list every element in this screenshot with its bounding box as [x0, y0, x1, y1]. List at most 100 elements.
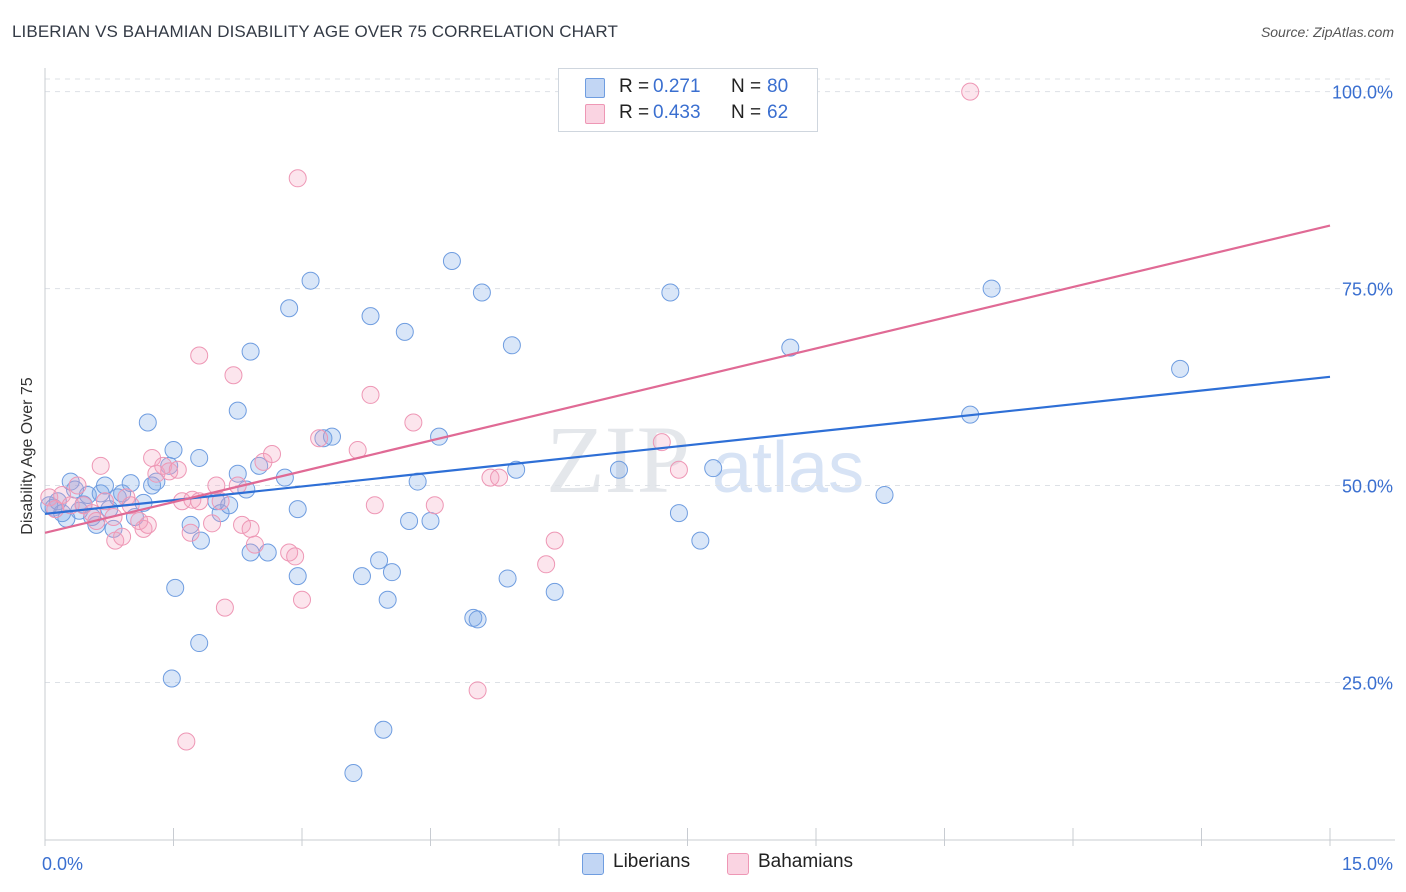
- liberian-point: [669, 504, 688, 523]
- source-label: Source: ZipAtlas.com: [1260, 24, 1394, 40]
- liberian-point: [166, 578, 185, 597]
- bahamian-point: [545, 531, 564, 550]
- liberian-point: [498, 569, 517, 588]
- bottom-legend-liberians: Liberians: [613, 851, 691, 872]
- liberian-point: [374, 720, 393, 739]
- bahamian-point: [365, 496, 384, 515]
- bahamian-point: [181, 523, 200, 542]
- bahamian-point: [652, 433, 671, 452]
- liberian-point: [361, 307, 380, 326]
- liberian-point: [421, 511, 440, 530]
- grid-lines: [45, 78, 1395, 683]
- liberian-points: [40, 252, 1190, 783]
- liberian-point: [1171, 359, 1190, 378]
- liberian-point: [181, 515, 200, 534]
- legend-swatch-bahamians: [585, 104, 605, 124]
- bahamian-point: [286, 547, 305, 566]
- liberian-point: [164, 441, 183, 460]
- watermark-zip: ZIP: [546, 406, 690, 513]
- bahamian-point: [224, 366, 243, 385]
- liberian-point: [395, 322, 414, 341]
- bahamian-trend-line: [44, 224, 1331, 534]
- liberian-point: [472, 283, 491, 302]
- liberian-point: [344, 764, 363, 783]
- liberian-point: [691, 531, 710, 550]
- liberian-point: [781, 338, 800, 357]
- legend: R = 0.271 N = 80 R = 0.433 N = 62: [558, 68, 818, 132]
- liberian-point: [352, 567, 371, 586]
- bahamian-point: [468, 681, 487, 700]
- bahamian-points: [40, 82, 980, 751]
- legend-n-value: 80: [767, 76, 789, 97]
- liberian-point: [241, 342, 260, 361]
- trend-lines: [44, 224, 1331, 534]
- bahamian-point: [288, 169, 307, 188]
- liberian-point: [382, 563, 401, 582]
- y-tick-label: 25.0%: [1342, 673, 1393, 693]
- liberian-point: [95, 476, 114, 495]
- legend-n-label: N =: [731, 76, 762, 97]
- axes: [44, 68, 1395, 846]
- bahamian-point: [61, 496, 80, 515]
- liberian-point: [280, 299, 299, 318]
- bahamian-point: [245, 535, 264, 554]
- bahamian-point: [537, 555, 556, 574]
- x-tick-label: 15.0%: [1342, 854, 1393, 874]
- bahamian-point: [233, 515, 252, 534]
- bahamian-point: [203, 514, 222, 533]
- watermark: ZIP atlas: [546, 406, 864, 513]
- bahamian-point: [241, 519, 260, 538]
- bottom-legend-bahamians: Bahamians: [758, 851, 854, 872]
- legend-r-value: 0.433: [653, 102, 701, 123]
- liberian-trend-line: [44, 375, 1331, 515]
- liberian-point: [288, 500, 307, 519]
- liberian-point: [228, 401, 247, 420]
- liberian-point: [661, 283, 680, 302]
- liberian-point: [190, 448, 209, 467]
- bahamian-point: [404, 413, 423, 432]
- liberian-point: [507, 460, 526, 479]
- liberian-point: [545, 582, 564, 601]
- bahamian-point: [669, 460, 688, 479]
- bahamian-point: [95, 492, 114, 511]
- legend-r-value: 0.271: [653, 76, 701, 97]
- chart-title: LIBERIAN VS BAHAMIAN DISABILITY AGE OVER…: [12, 22, 618, 41]
- liberian-point: [147, 472, 166, 491]
- liberian-point: [442, 252, 461, 270]
- bahamian-point: [138, 515, 157, 534]
- y-tick-label: 50.0%: [1342, 477, 1393, 497]
- liberian-point: [982, 279, 1001, 298]
- bahamian-point: [490, 468, 509, 487]
- liberian-point: [370, 551, 389, 570]
- y-axis-label: Disability Age Over 75: [19, 377, 36, 535]
- liberian-point: [121, 474, 140, 493]
- bahamian-point: [168, 460, 187, 479]
- liberian-point: [220, 496, 239, 515]
- bahamian-point: [190, 346, 209, 365]
- bottom-legend-swatch-liberians: [582, 853, 604, 875]
- liberian-point: [301, 271, 320, 290]
- bahamian-point: [425, 496, 444, 515]
- x-tick-label: 0.0%: [42, 854, 83, 874]
- bahamian-point: [361, 385, 380, 404]
- liberian-point: [322, 427, 341, 446]
- legend-swatch-liberians: [585, 78, 605, 98]
- legend-n-label: N =: [731, 102, 762, 123]
- bahamian-point: [113, 527, 132, 546]
- bahamian-point: [68, 476, 87, 495]
- bahamian-point: [215, 598, 234, 617]
- bottom-legend-swatch-bahamians: [727, 853, 749, 875]
- liberian-point: [609, 460, 628, 479]
- watermark-atlas: atlas: [712, 428, 864, 508]
- y-tick-label: 100.0%: [1332, 83, 1393, 103]
- liberian-point: [704, 459, 723, 478]
- tick-labels: 25.0% 50.0% 75.0% 100.0% 0.0% 15.0%: [42, 83, 1393, 874]
- liberian-point: [78, 485, 97, 504]
- bahamian-point: [263, 445, 282, 463]
- bahamian-point: [310, 429, 329, 448]
- liberian-point: [378, 590, 397, 609]
- legend-n-value: 62: [767, 102, 789, 123]
- liberian-point: [288, 567, 307, 586]
- legend-r-label: R =: [619, 76, 650, 97]
